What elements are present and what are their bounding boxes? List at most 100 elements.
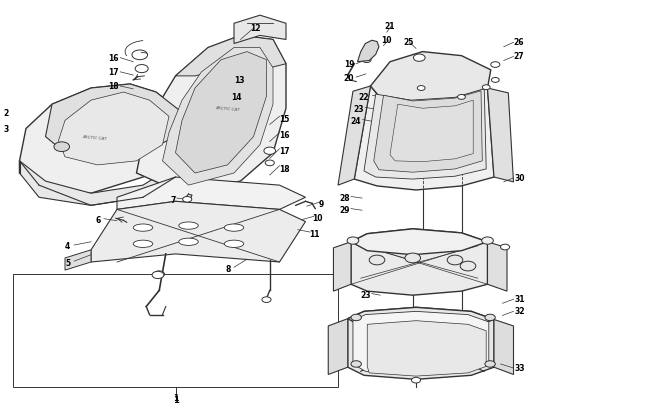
Text: 23: 23 xyxy=(354,104,364,113)
Text: 16: 16 xyxy=(280,131,290,140)
Ellipse shape xyxy=(224,224,244,232)
Polygon shape xyxy=(494,320,514,375)
Text: 12: 12 xyxy=(250,24,261,33)
Polygon shape xyxy=(488,89,514,182)
Text: 18: 18 xyxy=(109,82,119,91)
Polygon shape xyxy=(328,319,348,375)
Text: 28: 28 xyxy=(339,193,350,202)
Text: 17: 17 xyxy=(109,68,119,77)
Text: 10: 10 xyxy=(312,213,322,222)
Text: 1: 1 xyxy=(172,395,179,404)
Text: 30: 30 xyxy=(515,173,525,182)
Polygon shape xyxy=(20,162,176,206)
Polygon shape xyxy=(176,53,266,174)
Circle shape xyxy=(369,256,385,265)
Text: 25: 25 xyxy=(403,38,413,47)
Polygon shape xyxy=(348,307,494,379)
Circle shape xyxy=(485,361,495,367)
Text: 13: 13 xyxy=(234,76,244,85)
Ellipse shape xyxy=(179,222,198,230)
Text: 26: 26 xyxy=(514,38,524,47)
Circle shape xyxy=(154,271,164,278)
Text: 11: 11 xyxy=(309,230,319,239)
Text: 3: 3 xyxy=(3,125,8,134)
Polygon shape xyxy=(370,53,491,102)
Text: ARCTIC CAT: ARCTIC CAT xyxy=(82,134,107,140)
Ellipse shape xyxy=(224,241,244,248)
Circle shape xyxy=(417,86,425,91)
Polygon shape xyxy=(364,90,486,179)
Circle shape xyxy=(458,95,465,100)
Text: 5: 5 xyxy=(65,258,70,267)
Text: 6: 6 xyxy=(96,215,101,224)
Text: 2: 2 xyxy=(3,109,8,117)
Text: 32: 32 xyxy=(515,306,525,315)
Text: 21: 21 xyxy=(385,22,395,31)
Text: 9: 9 xyxy=(318,199,324,208)
Circle shape xyxy=(491,78,499,83)
Circle shape xyxy=(347,237,359,245)
Circle shape xyxy=(135,65,148,73)
Circle shape xyxy=(485,314,495,321)
Polygon shape xyxy=(354,87,494,190)
Text: 10: 10 xyxy=(382,36,392,45)
Polygon shape xyxy=(91,202,306,262)
Polygon shape xyxy=(390,101,473,162)
Circle shape xyxy=(482,237,493,245)
Circle shape xyxy=(405,254,421,263)
Circle shape xyxy=(411,377,421,383)
Circle shape xyxy=(264,148,276,155)
Polygon shape xyxy=(65,250,91,271)
Bar xyxy=(13,275,338,388)
Circle shape xyxy=(152,272,164,279)
Polygon shape xyxy=(351,229,488,255)
Circle shape xyxy=(491,62,500,68)
Polygon shape xyxy=(351,229,488,296)
Polygon shape xyxy=(358,41,379,62)
Text: 15: 15 xyxy=(280,115,290,124)
Circle shape xyxy=(183,197,192,202)
Text: 22: 22 xyxy=(359,92,369,101)
Text: 19: 19 xyxy=(344,60,354,69)
Polygon shape xyxy=(488,242,507,292)
Ellipse shape xyxy=(133,224,153,232)
Text: 4: 4 xyxy=(65,242,70,251)
Polygon shape xyxy=(348,307,494,332)
Text: 7: 7 xyxy=(170,195,176,204)
Polygon shape xyxy=(176,36,286,77)
Polygon shape xyxy=(367,321,486,376)
Text: 17: 17 xyxy=(280,147,290,156)
Ellipse shape xyxy=(133,241,153,248)
Text: 29: 29 xyxy=(339,205,350,214)
Polygon shape xyxy=(117,178,306,210)
Polygon shape xyxy=(234,16,286,45)
Text: 27: 27 xyxy=(514,52,524,61)
Circle shape xyxy=(265,161,274,166)
Polygon shape xyxy=(136,36,286,194)
Polygon shape xyxy=(338,87,370,185)
Circle shape xyxy=(447,256,463,265)
Text: 33: 33 xyxy=(515,363,525,372)
Text: 1: 1 xyxy=(173,394,178,403)
Text: 8: 8 xyxy=(226,264,231,273)
Circle shape xyxy=(54,143,70,152)
Text: 24: 24 xyxy=(350,117,361,126)
Circle shape xyxy=(413,55,425,62)
Polygon shape xyxy=(162,49,273,185)
Circle shape xyxy=(351,314,361,321)
Text: 23: 23 xyxy=(360,290,370,299)
Circle shape xyxy=(362,58,371,63)
Circle shape xyxy=(460,262,476,271)
Polygon shape xyxy=(333,242,351,292)
Polygon shape xyxy=(20,85,182,194)
Polygon shape xyxy=(58,93,169,166)
Text: 31: 31 xyxy=(515,294,525,303)
Text: 18: 18 xyxy=(280,165,290,174)
Polygon shape xyxy=(46,85,182,158)
Circle shape xyxy=(351,361,361,367)
Ellipse shape xyxy=(179,239,198,246)
Text: 16: 16 xyxy=(109,54,119,63)
Polygon shape xyxy=(353,311,489,375)
FancyArrowPatch shape xyxy=(141,53,147,54)
Polygon shape xyxy=(374,92,482,173)
